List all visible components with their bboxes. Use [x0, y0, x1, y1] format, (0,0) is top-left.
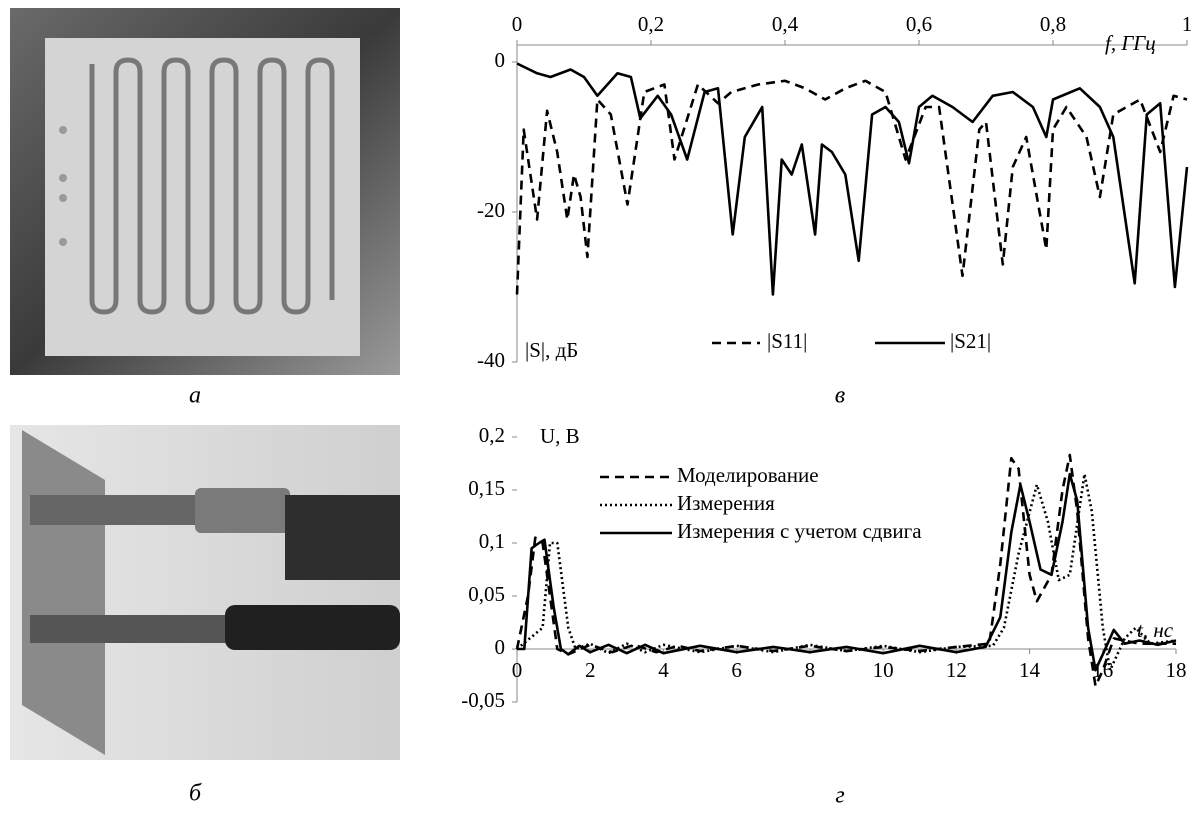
legend-label: |S11| — [767, 329, 807, 353]
y-tick-label: -40 — [477, 348, 505, 372]
series-line — [515, 79, 1188, 295]
x-tick-label: 0,4 — [772, 12, 799, 36]
y-axis-title: U, В — [540, 424, 580, 448]
x-tick-label: 8 — [805, 658, 816, 682]
x-tick-label: 1 — [1182, 12, 1193, 36]
chart-caption: в — [835, 383, 845, 409]
x-tick-label: 2 — [585, 658, 596, 682]
y-tick-label: 0 — [495, 635, 506, 659]
y-tick-label: 0,2 — [479, 423, 505, 447]
x-tick-label: 12 — [946, 658, 967, 682]
y-tick-label: 0 — [495, 48, 506, 72]
x-tick-label: 0,6 — [906, 12, 932, 36]
x-tick-label: 18 — [1166, 658, 1187, 682]
chart-caption: г — [835, 783, 844, 809]
y-tick-label: -20 — [477, 198, 505, 222]
legend-label: |S21| — [950, 329, 991, 353]
y-tick-label: 0,05 — [468, 582, 505, 606]
series-line — [516, 62, 1189, 296]
x-tick-label: 14 — [1019, 658, 1041, 682]
photo-a — [10, 8, 400, 375]
y-tick-label: -0,05 — [461, 688, 505, 712]
x-tick-label: 10 — [873, 658, 894, 682]
photo-caption: б — [189, 781, 202, 807]
photo-b — [10, 425, 400, 760]
x-tick-label: 4 — [658, 658, 669, 682]
photo-caption: а — [189, 383, 201, 409]
y-tick-label: 0,1 — [479, 529, 505, 553]
x-axis-title: f, ГГц — [1105, 31, 1156, 55]
x-axis-title: t, нс — [1137, 618, 1174, 642]
x-tick-label: 6 — [731, 658, 742, 682]
series-line — [517, 472, 1177, 672]
x-tick-label: 0 — [512, 12, 523, 36]
legend-label: Измерения — [677, 491, 775, 515]
y-tick-label: 0,15 — [468, 476, 505, 500]
legend-label: Измерения с учетом сдвига — [677, 519, 922, 543]
x-tick-label: 0,8 — [1040, 12, 1066, 36]
x-tick-label: 0,2 — [638, 12, 664, 36]
series-line — [516, 472, 1177, 672]
legend-label: Моделирование — [677, 463, 819, 487]
x-tick-label: 0 — [512, 658, 523, 682]
y-axis-title: |S|, дБ — [525, 338, 578, 362]
